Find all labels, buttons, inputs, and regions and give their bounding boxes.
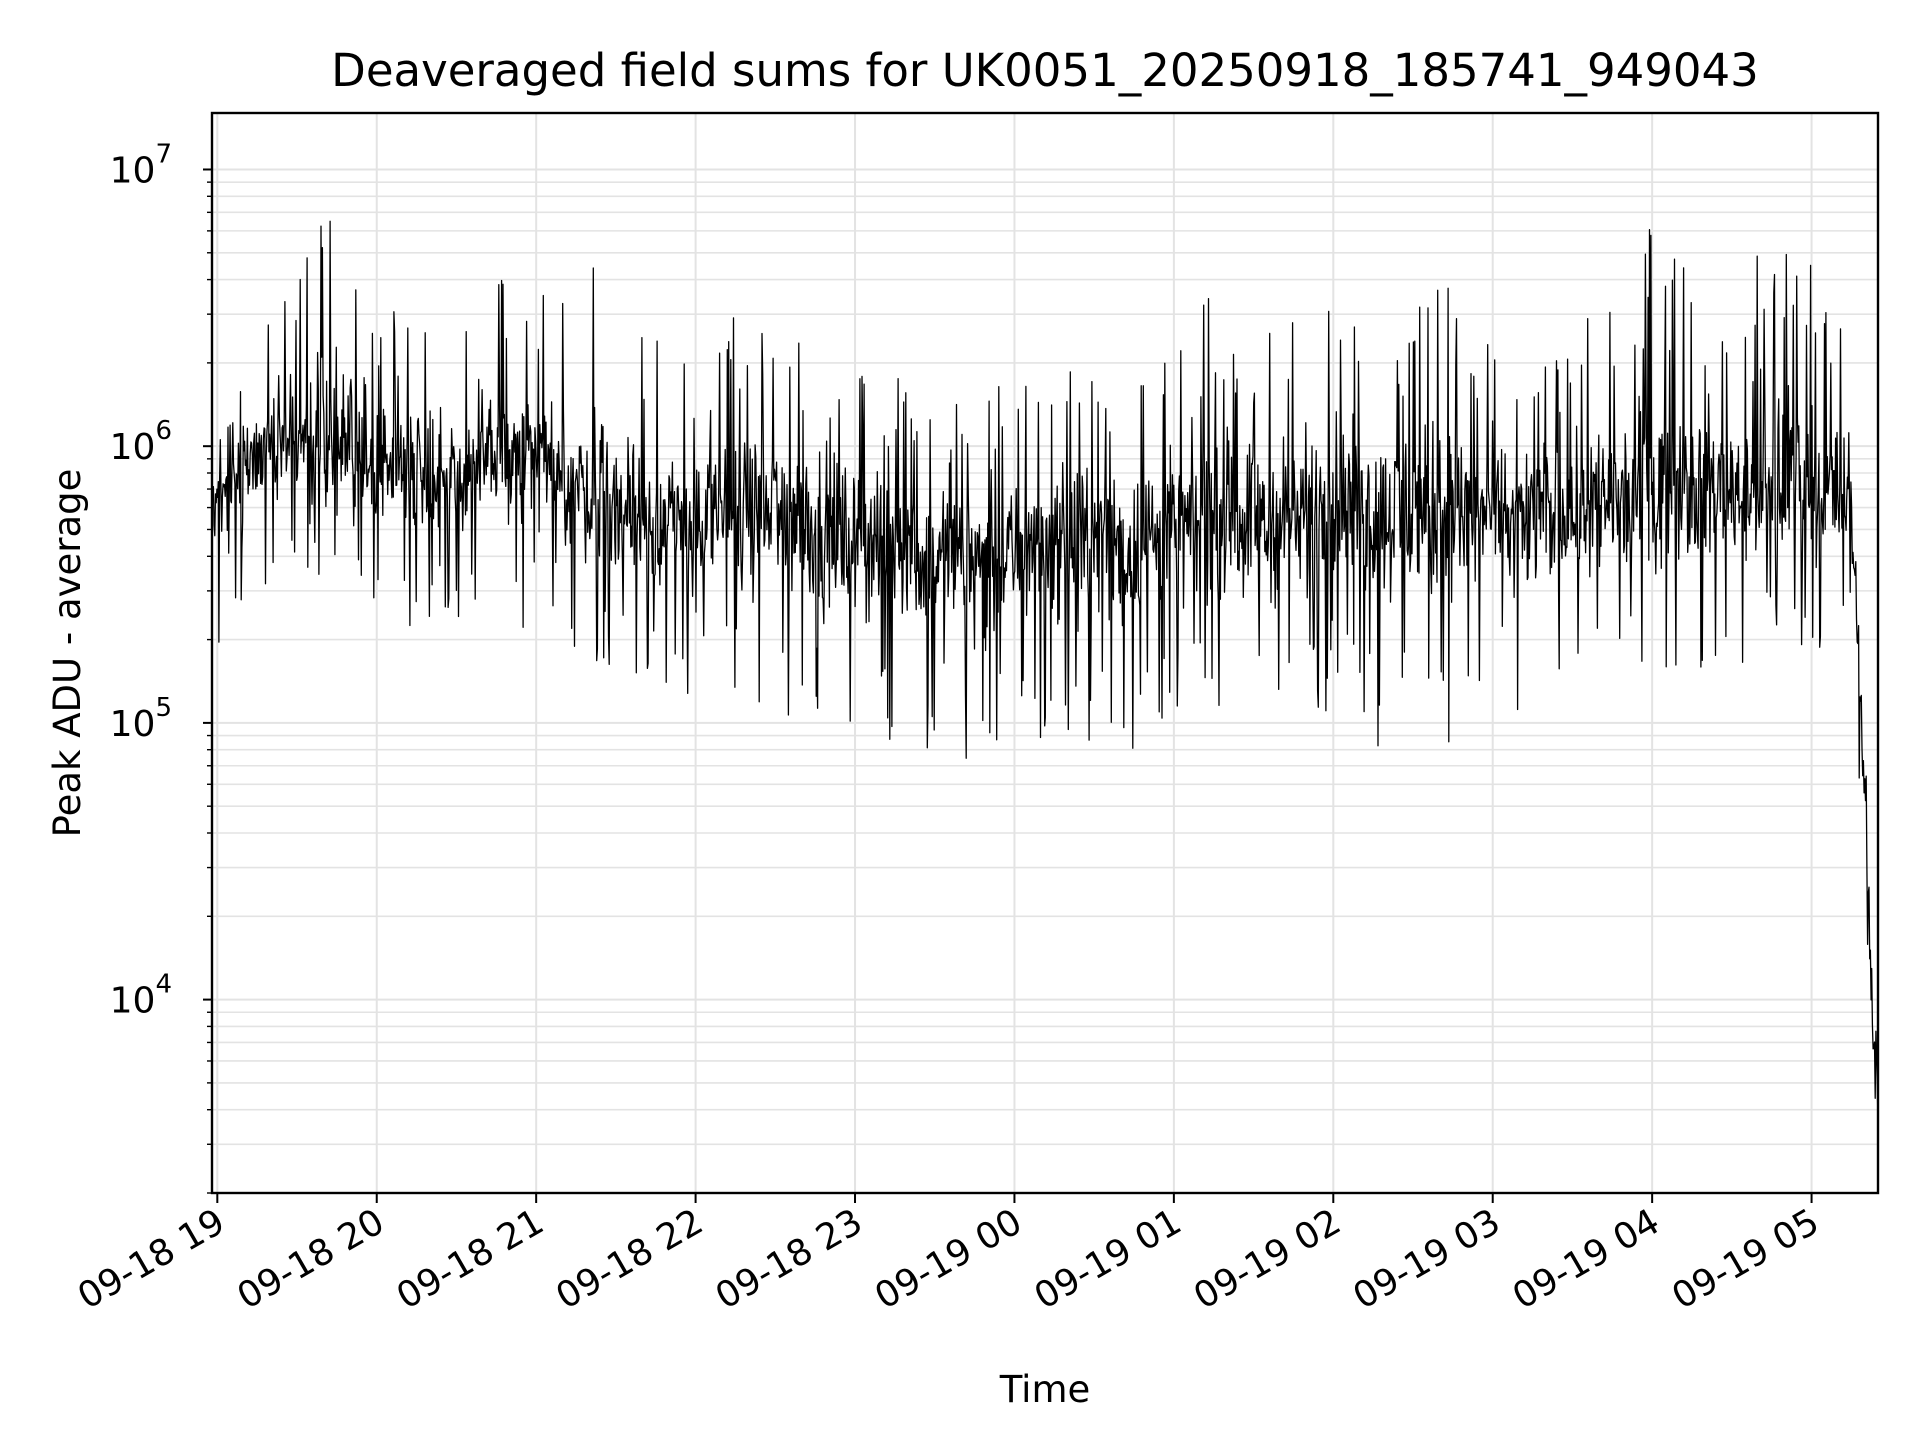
y-tick-base: 10 bbox=[110, 427, 156, 468]
y-tick-exponent: 7 bbox=[155, 139, 172, 169]
y-tick-base: 10 bbox=[110, 704, 156, 745]
y-tick-label: 107 bbox=[110, 139, 172, 191]
chart-title: Deaveraged field sums for UK0051_2025091… bbox=[331, 44, 1759, 97]
plot-frame bbox=[210, 111, 1880, 1195]
series-line bbox=[211, 220, 1879, 1126]
y-axis-label: Peak ADU - average bbox=[46, 469, 89, 838]
y-tick-exponent: 4 bbox=[155, 970, 172, 1000]
y-tick-exponent: 5 bbox=[155, 693, 172, 723]
gridlines bbox=[212, 113, 1878, 1194]
y-tick-label: 104 bbox=[110, 970, 172, 1022]
data-series bbox=[211, 220, 1879, 1126]
y-tick-base: 10 bbox=[110, 150, 156, 191]
y-tick-label: 106 bbox=[110, 416, 172, 468]
x-axis-label: Time bbox=[999, 1368, 1091, 1411]
y-tick-base: 10 bbox=[110, 981, 156, 1022]
y-tick-exponent: 6 bbox=[155, 416, 172, 446]
y-tick-label: 105 bbox=[110, 693, 172, 745]
